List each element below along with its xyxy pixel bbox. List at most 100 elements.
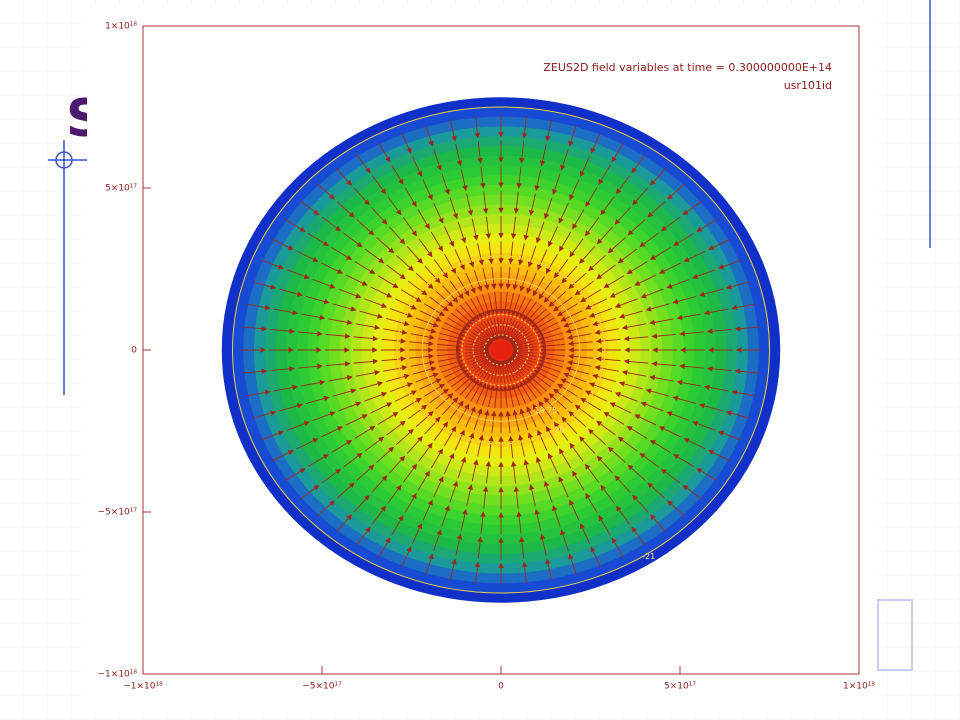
arrow-head — [451, 558, 457, 565]
arrow-head — [368, 229, 375, 236]
arrow-head — [672, 298, 679, 305]
arrow-head — [535, 366, 542, 372]
arrow-head — [344, 361, 351, 367]
arrow-head — [428, 140, 434, 147]
arrow-head — [528, 209, 535, 216]
arrow-head — [432, 322, 439, 328]
arrow-head — [270, 410, 277, 416]
arrow-head — [527, 261, 533, 268]
arrow-head — [346, 440, 353, 446]
arrow-head — [626, 268, 633, 275]
arrow-head — [600, 484, 606, 491]
arrow-head — [609, 292, 616, 298]
arrow-head — [438, 217, 444, 224]
arrow-head — [477, 157, 483, 164]
arrow-head — [596, 455, 603, 462]
arrow-head — [725, 284, 732, 290]
arrow-head — [460, 366, 467, 372]
arrow-head — [303, 421, 310, 427]
arrow-head — [596, 273, 603, 280]
arrow-head — [313, 209, 320, 216]
arrow-head — [704, 384, 710, 391]
arrow-head — [424, 470, 430, 477]
arrow-head — [336, 268, 344, 274]
arrow-head — [540, 351, 546, 357]
arrow-head — [329, 500, 335, 507]
arrow-head — [614, 218, 621, 225]
arrow-head — [565, 366, 572, 372]
y-tick-label: −1×10¹⁸ — [98, 670, 138, 680]
arrow-head — [369, 268, 376, 275]
arrow-head — [334, 225, 341, 232]
arrow-head — [498, 233, 504, 239]
arrow-head — [598, 515, 604, 522]
arrow-head — [673, 454, 680, 460]
arrow-head — [477, 312, 483, 319]
contour-label: -21 — [642, 552, 655, 561]
arrow-head — [535, 328, 542, 334]
chart-subtitle: usr101id — [784, 79, 832, 92]
arrow-head — [611, 537, 617, 544]
arrow-head — [292, 309, 298, 316]
arrow-head — [417, 170, 423, 177]
arrow-head — [464, 321, 471, 328]
arrow-head — [411, 201, 417, 208]
arrow-head — [477, 381, 483, 388]
arrow-head — [462, 508, 468, 515]
arrow-head — [569, 442, 575, 449]
arrow-head — [491, 283, 497, 290]
arrow-head — [683, 438, 690, 444]
arrow-head — [704, 309, 710, 316]
arrow-head — [526, 287, 532, 294]
arrow-head — [264, 304, 271, 311]
arrow-head — [572, 223, 578, 230]
arrow-head — [560, 378, 567, 384]
arrow-head — [526, 377, 532, 384]
arrow-head — [473, 459, 479, 466]
arrow-head — [558, 476, 564, 483]
arrow-head — [442, 305, 449, 312]
arrow-head — [477, 536, 483, 543]
arrow-head — [488, 258, 494, 265]
arrow-head — [381, 475, 388, 482]
arrow-head — [676, 379, 683, 386]
x-tick-label: 5×10¹⁷ — [664, 682, 696, 692]
arrow-head — [519, 312, 525, 319]
arrow-head — [614, 302, 621, 308]
arrow-head — [609, 402, 616, 408]
arrow-head — [544, 480, 550, 487]
arrow-head — [533, 369, 540, 375]
arrow-head — [427, 410, 434, 417]
arrow-head — [482, 208, 489, 214]
arrow-head — [380, 505, 387, 512]
arrow-head — [277, 430, 284, 436]
arrow-head — [428, 353, 434, 360]
arrow-head — [296, 291, 303, 297]
arrow-head — [538, 293, 544, 300]
contour — [232, 106, 770, 594]
arrow-head — [372, 347, 378, 353]
arrow-head — [666, 411, 673, 417]
arrow-head — [319, 379, 326, 386]
arrow-head — [498, 182, 504, 189]
arrow-head — [538, 335, 545, 341]
arrow-head — [498, 436, 504, 442]
arrow-head — [522, 379, 529, 386]
arrow-head — [317, 363, 323, 370]
arrow-head — [289, 328, 295, 334]
arrow-head — [543, 297, 550, 303]
arrow-head — [459, 264, 465, 271]
arrow-head — [452, 397, 459, 403]
arrow-head — [462, 369, 469, 375]
arrow-head — [505, 410, 511, 417]
arrow-head — [505, 283, 511, 290]
arrow-head — [428, 340, 434, 347]
arrow-head — [572, 470, 578, 477]
arrow-head — [346, 179, 352, 186]
arrow-head — [559, 448, 565, 455]
arrow-head — [260, 347, 267, 353]
arrow-head — [518, 259, 524, 266]
arrow-head — [707, 328, 713, 334]
arrow-head — [385, 156, 391, 163]
arrow-head — [565, 328, 572, 334]
